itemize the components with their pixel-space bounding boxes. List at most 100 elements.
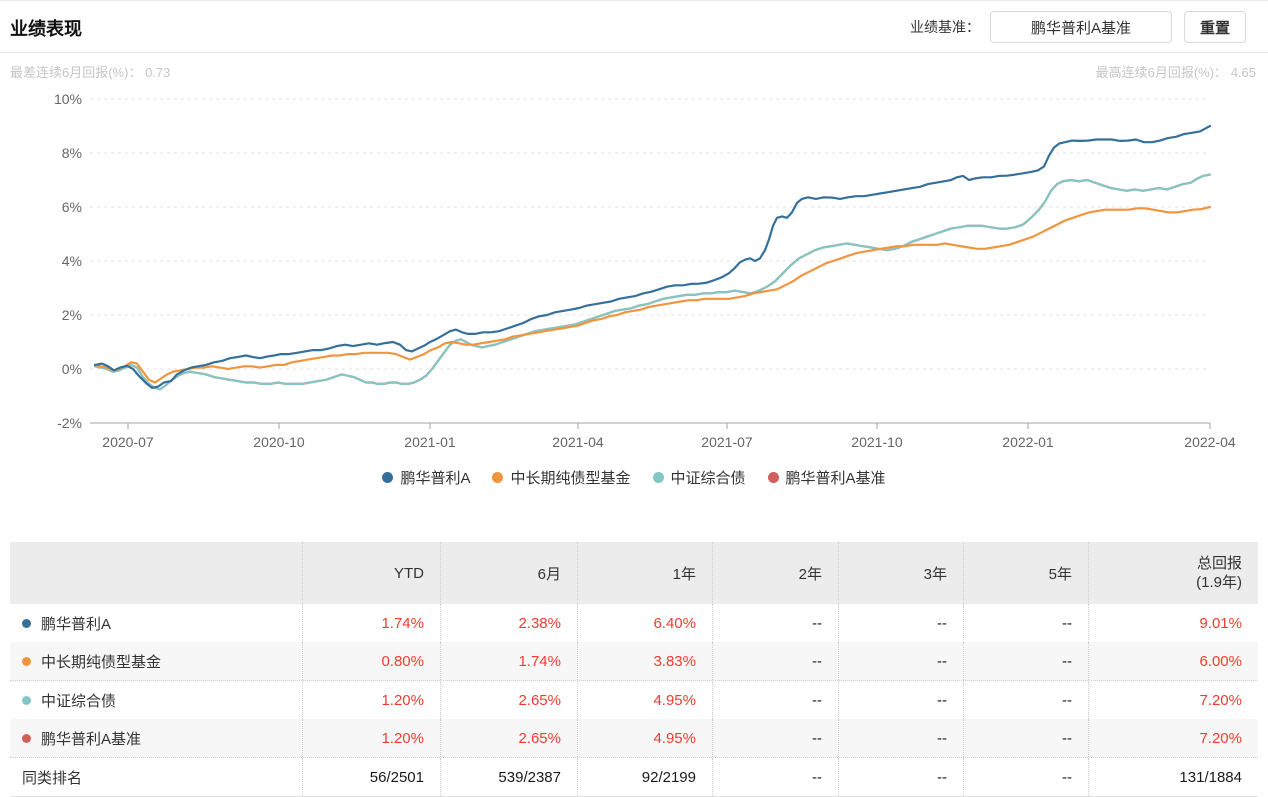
legend-item-label: 中长期纯债型基金: [510, 470, 631, 487]
benchmark-controls: 业绩基准： 鹏华普利A基准 重置: [910, 10, 1246, 44]
legend-item-中证综合债[interactable]: 中证综合债: [652, 467, 746, 488]
y-axis-tick-label: 0%: [62, 361, 82, 377]
table-value-cell: --: [838, 642, 963, 680]
table-value-cell: 9.01%: [1088, 604, 1258, 642]
row-label: 中长期纯债型基金: [41, 653, 162, 671]
table-value-cell: --: [712, 758, 838, 796]
table-row-鹏华普利A: 鹏华普利A 1.74% 2.38% 6.40% -- -- -- 9.01%: [10, 604, 1258, 642]
table-header-cell: YTD: [302, 542, 440, 604]
table-value-cell: 1.20%: [302, 719, 440, 757]
reset-button[interactable]: 重置: [1184, 11, 1246, 43]
table-row-同类排名: 同类排名 56/2501 539/2387 92/2199 -- -- -- 131/1884: [10, 758, 1258, 796]
legend-dot-icon: [767, 472, 779, 483]
row-label: 中证综合债: [41, 692, 117, 710]
table-value-cell: 2.65%: [440, 681, 577, 719]
row-label: 鹏华普利A: [41, 615, 112, 633]
table-value-cell: --: [838, 719, 963, 757]
row-label-cell: 同类排名: [10, 758, 302, 796]
best-6m-return-stat: 最高连续6月回报(%)： 4.65: [1095, 65, 1256, 80]
legend-dot-icon: [492, 472, 504, 483]
table-header-cell: 2年: [712, 542, 838, 604]
row-label-cell: 中长期纯债型基金: [10, 642, 302, 680]
y-axis-tick-label: 10%: [54, 91, 82, 107]
row-label-cell: 中证综合债: [10, 681, 302, 719]
table-value-cell: --: [963, 758, 1088, 796]
table-header-cell: 5年: [963, 542, 1088, 604]
x-axis-tick-label: 2021-01: [404, 434, 456, 450]
legend-item-鹏华普利A基准[interactable]: 鹏华普利A基准: [767, 467, 886, 488]
row-label-cell: 鹏华普利A: [10, 604, 302, 642]
table-value-cell: 539/2387: [440, 758, 577, 796]
row-label: 鹏华普利A基准: [41, 730, 142, 748]
row-label-cell: 鹏华普利A基准: [10, 719, 302, 757]
y-axis-tick-label: 8%: [62, 145, 82, 161]
table-row-鹏华普利A基准: 鹏华普利A基准 1.20% 2.65% 4.95% -- -- -- 7.20%: [10, 719, 1258, 758]
table-value-cell: --: [712, 642, 838, 680]
table-header-row: YTD 6月 1年 2年 3年 5年 总回报 (1.9年): [10, 542, 1258, 604]
table-value-cell: 1.74%: [302, 604, 440, 642]
reset-button-label: 重置: [1199, 19, 1230, 37]
table-header-cell: 1年: [577, 542, 712, 604]
table-value-cell: 92/2199: [577, 758, 712, 796]
x-axis-tick-label: 2020-10: [253, 434, 305, 450]
legend-item-label: 鹏华普利A: [400, 470, 471, 487]
legend-item-label: 鹏华普利A基准: [785, 470, 886, 487]
page-title: 业绩表现: [10, 19, 82, 39]
table-value-cell: 4.95%: [577, 681, 712, 719]
table-header-cell: 3年: [838, 542, 963, 604]
series-dot-icon: [22, 733, 31, 743]
series-dot-icon: [22, 656, 31, 666]
table-value-cell: 131/1884: [1088, 758, 1258, 796]
x-axis-tick-label: 2021-10: [851, 434, 903, 450]
x-axis-tick-label: 2022-01: [1002, 434, 1054, 450]
performance-table: YTD 6月 1年 2年 3年 5年 总回报 (1.9年) 鹏华普利A 1.74% 2.38% 6.4…: [10, 542, 1258, 797]
table-value-cell: --: [963, 681, 1088, 719]
table-value-cell: 7.20%: [1088, 681, 1258, 719]
legend-item-鹏华普利A[interactable]: 鹏华普利A: [382, 467, 470, 488]
x-axis-tick-label: 2020-07: [102, 434, 154, 450]
series-dot-icon: [22, 618, 31, 628]
table-value-cell: --: [838, 604, 963, 642]
table-header-cell: 6月: [440, 542, 577, 604]
x-axis-tick-label: 2022-04: [1184, 434, 1236, 450]
benchmark-select[interactable]: 鹏华普利A基准: [990, 11, 1172, 43]
table-row-中长期纯债型基金: 中长期纯债型基金 0.80% 1.74% 3.83% -- -- -- 6.00%: [10, 642, 1258, 681]
table-value-cell: 7.20%: [1088, 719, 1258, 757]
series-dot-icon: [22, 695, 31, 705]
chart-legend: 鹏华普利A 中长期纯债型基金 中证综合债 鹏华普利A基准: [0, 467, 1268, 488]
table-value-cell: 1.74%: [440, 642, 577, 680]
table-value-cell: --: [963, 604, 1088, 642]
series-line-鹏华普利A: [93, 124, 1212, 389]
table-value-cell: 2.65%: [440, 719, 577, 757]
benchmark-label: 业绩基准：: [910, 19, 980, 35]
y-axis-tick-label: 4%: [62, 253, 82, 269]
table-value-cell: --: [712, 681, 838, 719]
y-axis-tick-label: -2%: [57, 415, 82, 431]
table-value-cell: 4.95%: [577, 719, 712, 757]
section-header: 业绩表现 业绩基准： 鹏华普利A基准 重置: [0, 1, 1268, 53]
x-axis-tick-label: 2021-04: [552, 434, 604, 450]
table-value-cell: --: [838, 681, 963, 719]
table-value-cell: --: [712, 604, 838, 642]
row-label: 同类排名: [22, 769, 83, 787]
legend-item-中长期纯债型基金[interactable]: 中长期纯债型基金: [492, 467, 631, 488]
legend-dot-icon: [652, 472, 664, 483]
performance-line-chart[interactable]: 10% 8% 6% 4% 2% 0% -2% 2020-07 2020-10 2021-01 202…: [0, 89, 1268, 461]
table-row-中证综合债: 中证综合债 1.20% 2.65% 4.95% -- -- -- 7.20%: [10, 681, 1258, 719]
y-axis-tick-label: 2%: [62, 307, 82, 323]
x-axis-tick-label: 2021-07: [701, 434, 753, 450]
legend-dot-icon: [382, 472, 394, 483]
y-axis-tick-label: 6%: [62, 199, 82, 215]
table-header-cell: 总回报 (1.9年): [1088, 542, 1258, 604]
table-value-cell: 6.00%: [1088, 642, 1258, 680]
series-line-中长期纯债型基金: [93, 205, 1212, 384]
table-header-cell: [10, 542, 302, 604]
table-value-cell: 2.38%: [440, 604, 577, 642]
series-line-中证综合债: [93, 173, 1212, 391]
table-value-cell: --: [963, 642, 1088, 680]
table-value-cell: 6.40%: [577, 604, 712, 642]
table-value-cell: --: [838, 758, 963, 796]
table-value-cell: 1.20%: [302, 681, 440, 719]
table-value-cell: 3.83%: [577, 642, 712, 680]
table-value-cell: --: [712, 719, 838, 757]
